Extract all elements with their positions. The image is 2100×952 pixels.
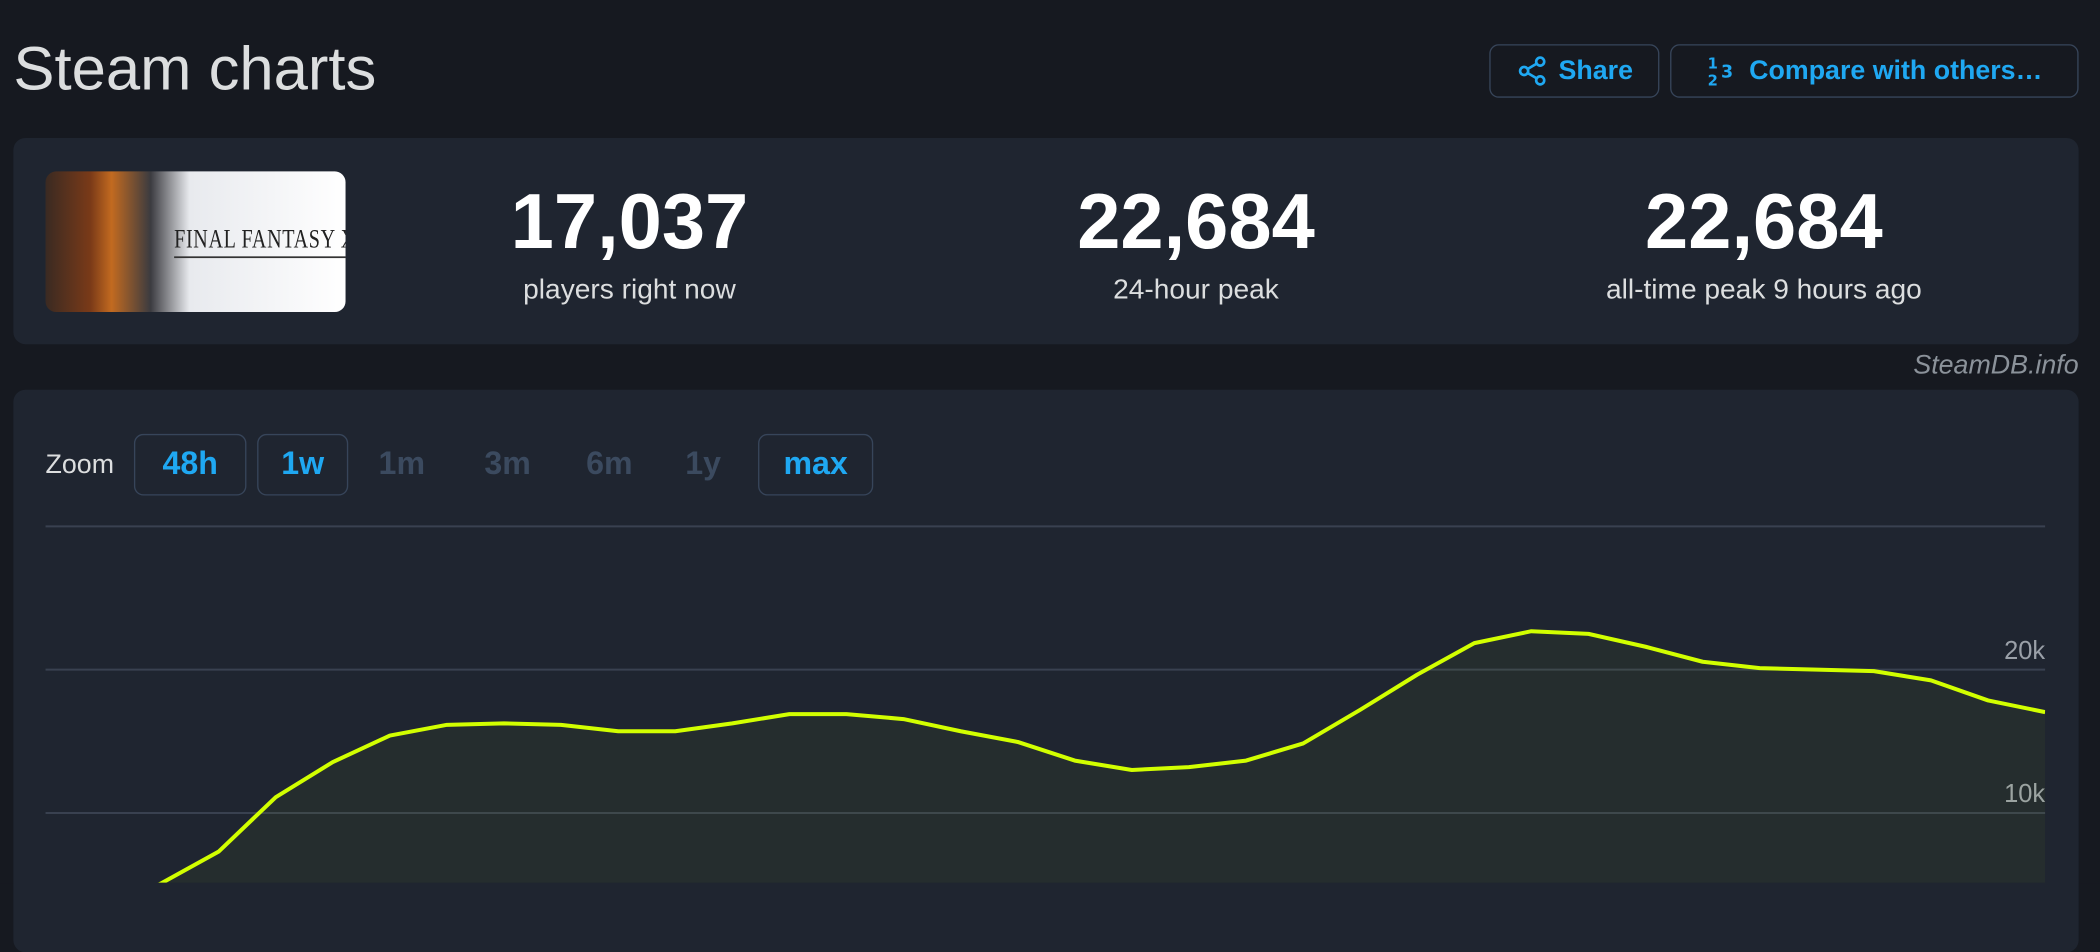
svg-text:2: 2 bbox=[1708, 73, 1718, 89]
zoom-48h-button[interactable]: 48h bbox=[134, 434, 247, 496]
zoom-3m-button: 3m bbox=[466, 434, 549, 496]
game-thumbnail[interactable]: FINAL FANTASY XVI bbox=[46, 171, 346, 312]
svg-text:1: 1 bbox=[1708, 55, 1718, 72]
zoom-1y-button: 1y bbox=[670, 434, 737, 496]
stat-current-players: 17,037 players right now bbox=[388, 179, 870, 306]
steamdb-credit[interactable]: SteamDB.info bbox=[1913, 351, 2078, 382]
zoom-1w-button[interactable]: 1w bbox=[257, 434, 348, 496]
stat-value: 22,684 bbox=[1523, 179, 2005, 265]
page-title: Steam charts bbox=[13, 32, 376, 104]
stat-label: 24-hour peak bbox=[955, 275, 1437, 307]
compare-label: Compare with others… bbox=[1749, 56, 2042, 87]
share-icon bbox=[1516, 55, 1548, 87]
stat-value: 17,037 bbox=[388, 179, 870, 265]
game-logo-text: FINAL FANTASY XVI bbox=[174, 227, 345, 258]
share-label: Share bbox=[1559, 56, 1633, 87]
zoom-6m-button: 6m bbox=[568, 434, 651, 496]
zoom-max-button[interactable]: max bbox=[758, 434, 873, 496]
svg-text:3: 3 bbox=[1721, 63, 1733, 83]
share-button[interactable]: Share bbox=[1489, 44, 1659, 98]
stat-value: 22,684 bbox=[955, 179, 1437, 265]
stat-all-time-peak: 22,684 all-time peak 9 hours ago bbox=[1523, 179, 2005, 306]
stat-label: all-time peak 9 hours ago bbox=[1523, 275, 2005, 307]
y-tick-label: 20k bbox=[2004, 637, 2045, 665]
stat-label: players right now bbox=[388, 275, 870, 307]
stat-24h-peak: 22,684 24-hour peak bbox=[955, 179, 1437, 306]
zoom-1m-button: 1m bbox=[362, 434, 442, 496]
zoom-label: Zoom bbox=[46, 450, 114, 481]
player-count-chart[interactable]: 10k20k bbox=[0, 509, 2100, 884]
